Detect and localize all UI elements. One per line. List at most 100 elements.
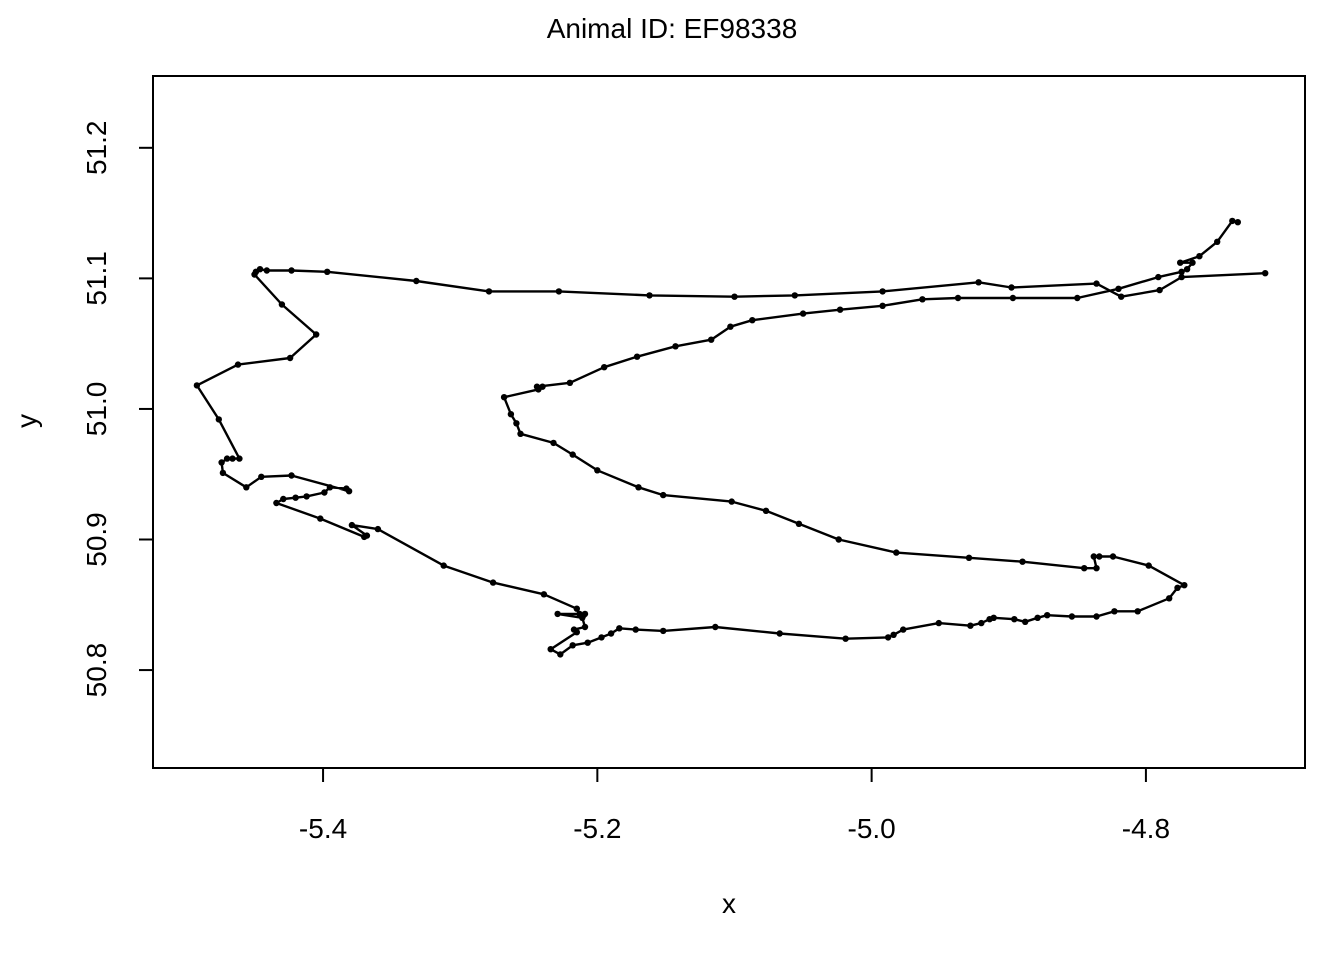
track-point [413,277,420,285]
track-point [1183,266,1191,273]
track-point [1044,612,1051,619]
track-point [324,268,331,275]
track-point [273,499,280,507]
track-point [633,353,641,360]
track-point [348,521,356,529]
track-point [579,614,586,621]
y-tick-label: 51.1 [81,251,112,306]
track-point [598,634,605,641]
chart-title: Animal ID: EF98338 [547,13,798,44]
track-point [573,629,580,636]
track-point [569,451,576,458]
y-tick-label: 50.8 [81,643,112,698]
track-point [660,627,667,635]
track-point [1074,294,1081,302]
track-point [1155,273,1162,281]
track-point [584,639,591,646]
track-point [1109,553,1117,560]
track-point [712,623,719,631]
track-point [569,642,576,649]
track-point [513,420,520,427]
track-point [632,626,639,633]
track-point [635,484,642,491]
track-point [975,279,982,286]
track-point [440,562,447,569]
track-point [1008,284,1015,291]
track-point [288,472,295,479]
track-point [1181,582,1188,589]
x-tick-label: -4.8 [1122,813,1170,844]
track-point [1019,558,1026,565]
track-point [900,626,907,633]
track-point [967,622,974,629]
track-point [1229,217,1236,225]
track-point [728,498,735,505]
track-point [1234,219,1242,226]
y-tick-label: 51.2 [81,121,112,176]
track-point [286,354,294,362]
track-point [1178,268,1185,275]
track-point [251,271,258,278]
track-point [321,489,328,496]
track-point [547,646,554,653]
track-point [1178,273,1185,281]
track-point [581,623,589,631]
track-point [890,631,897,638]
track-point [1111,608,1118,615]
track-point [727,323,734,330]
track-point [919,296,926,303]
track-point [879,302,886,309]
track-point [219,469,227,477]
y-axis: 50.8 50.9 51.0 51.1 51.2 [81,121,154,698]
track-point [1081,565,1088,572]
track-point [540,591,548,598]
track-point [1196,253,1203,260]
track-line [195,219,1267,656]
track-point [708,336,715,343]
track-point [485,288,493,295]
track-point [215,416,222,423]
y-tick-label: 50.9 [81,512,112,567]
track-point [776,630,783,637]
track-point [363,532,371,539]
track-point [616,625,623,632]
y-axis-label: y [11,414,42,428]
track-point [313,331,320,338]
track-point [507,411,515,418]
track-point [243,484,250,491]
track-point [234,361,242,368]
track-point [1096,553,1103,560]
track-point [954,294,962,302]
track-point [594,467,601,474]
track-point [1090,553,1098,560]
track-point [489,579,497,586]
y-tick-label: 51.0 [81,382,112,437]
track-point [762,507,770,514]
track-point [1156,286,1163,294]
track-point [288,267,295,274]
track-point [884,634,892,641]
track-point [1174,584,1181,591]
track-point [842,635,849,642]
track-point [539,383,546,390]
track-point [1009,294,1017,302]
track-point [223,455,231,462]
track-point [533,383,541,390]
track-point [660,491,667,499]
track-point [236,455,243,462]
track-point [1145,562,1152,569]
track-point [278,301,286,308]
track-point [517,430,524,437]
track-point [607,630,615,637]
track-point [978,619,985,627]
track-point [1189,259,1196,266]
track-point [573,605,580,612]
track-point [374,525,382,533]
track-point [1166,595,1173,602]
track-point [749,317,756,324]
track-point [550,439,557,447]
track-point [795,520,803,527]
track-point [218,459,225,466]
track-point [317,515,324,522]
track-point [990,614,997,621]
